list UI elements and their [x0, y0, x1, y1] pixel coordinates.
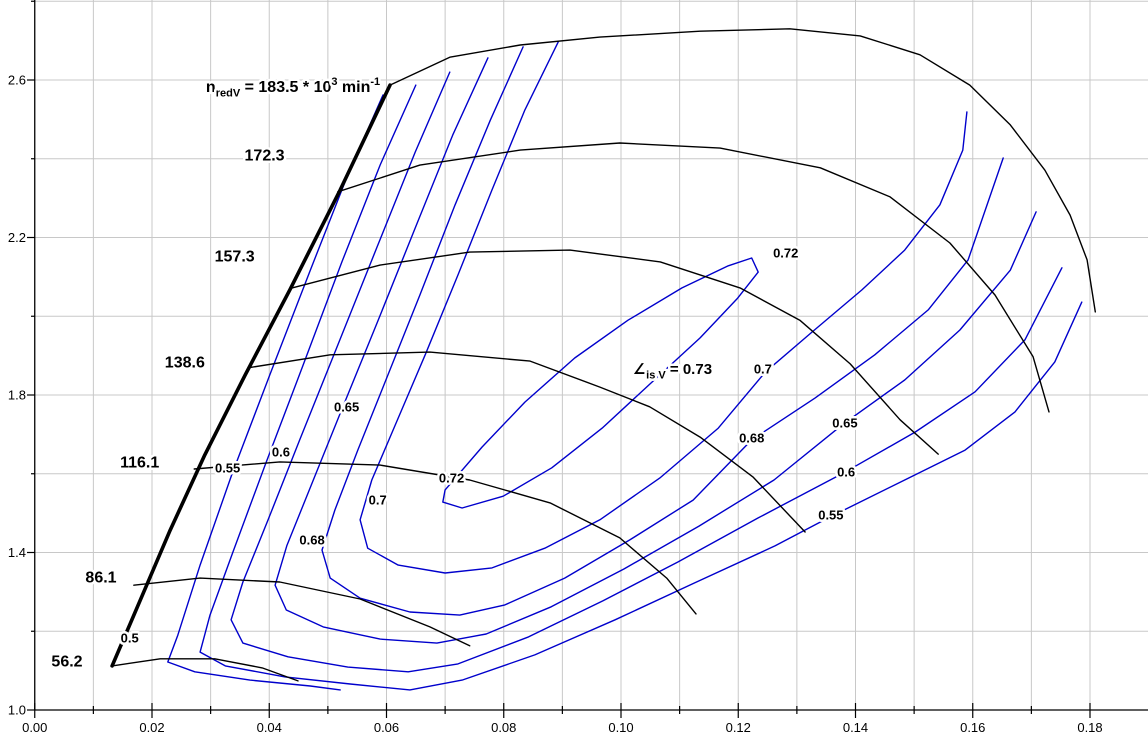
x-tick-label: 0.02 — [139, 720, 164, 735]
surge-line — [110, 83, 392, 668]
speed-annotation: nredV = 183.5 * 103 min-1 — [206, 76, 380, 100]
speed-line-183.5 — [389, 28, 1096, 313]
speed-label: 116.1 — [120, 454, 159, 471]
x-tick-label: 0.16 — [960, 720, 985, 735]
efficiency-label: 0.55 — [215, 460, 240, 475]
speed-label: 86.1 — [85, 569, 116, 586]
speed-label: 138.6 — [165, 354, 205, 371]
x-tick-label: 0.14 — [843, 720, 868, 735]
y-tick-label: 1.4 — [8, 545, 26, 560]
y-tick-label: 1.8 — [8, 388, 26, 403]
efficiency-contours — [167, 41, 1083, 691]
speed-line-138.6 — [247, 351, 806, 533]
efficiency-contour-0.5 — [167, 94, 384, 691]
y-tick-label: 2.2 — [8, 230, 26, 245]
efficiency-label: 0.68 — [299, 532, 324, 547]
x-tick-label: 0.06 — [374, 720, 399, 735]
speed-line-157.3 — [291, 249, 939, 455]
speed-lines — [110, 28, 1096, 682]
speed-line-116.1 — [193, 461, 697, 615]
efficiency-contour-0.6 — [230, 71, 1063, 673]
efficiency-contour-0.7 — [359, 41, 968, 574]
efficiency-contour-0.55 — [199, 84, 1083, 691]
efficiency-label: 0.65 — [334, 399, 359, 414]
x-tick-label: 0.18 — [1077, 720, 1102, 735]
speed-label: 172.3 — [245, 147, 285, 164]
efficiency-label: 0.65 — [832, 415, 857, 430]
speed-label: 56.2 — [51, 654, 82, 671]
efficiency-label: 0.55 — [818, 508, 843, 523]
efficiency-contour-0.72 — [442, 257, 759, 509]
efficiency-contour-0.68 — [321, 46, 1004, 616]
speed-label: 157.3 — [215, 249, 255, 266]
y-tick-label: 1.0 — [8, 703, 26, 718]
efficiency-annotation: ∠is V = 0.73 — [633, 361, 712, 382]
efficiency-label: 0.5 — [121, 630, 139, 645]
speed-line-56.2 — [111, 658, 299, 682]
x-tick-label: 0.10 — [608, 720, 633, 735]
efficiency-label: 0.7 — [754, 362, 772, 377]
labels: 172.3 157.3 138.6 116.1 86.1 56.2 0.5 0.55 0.6 0.… — [49, 73, 860, 673]
efficiency-label: 0.7 — [369, 493, 387, 508]
y-tick-label: 2.6 — [8, 73, 26, 88]
efficiency-contour-0.65 — [274, 57, 1037, 644]
x-tick-label: 0.08 — [491, 720, 516, 735]
speed-line-172.3 — [337, 142, 1050, 413]
efficiency-label: 0.6 — [837, 465, 855, 480]
x-tick-label: 0.00 — [22, 720, 47, 735]
efficiency-label: 0.6 — [272, 445, 290, 460]
x-tick-label: 0.04 — [257, 720, 282, 735]
x-tick-label: 0.12 — [726, 720, 751, 735]
efficiency-label: 0.72 — [439, 471, 464, 486]
efficiency-label: 0.68 — [739, 430, 764, 445]
speed-line-86.1 — [133, 577, 471, 647]
efficiency-label: 0.72 — [773, 245, 798, 260]
gridlines — [34, 0, 1148, 710]
axes: 0.00 0.02 0.04 0.06 0.08 0.10 0.12 0.14 0.16 0.18… — [8, 0, 1148, 735]
